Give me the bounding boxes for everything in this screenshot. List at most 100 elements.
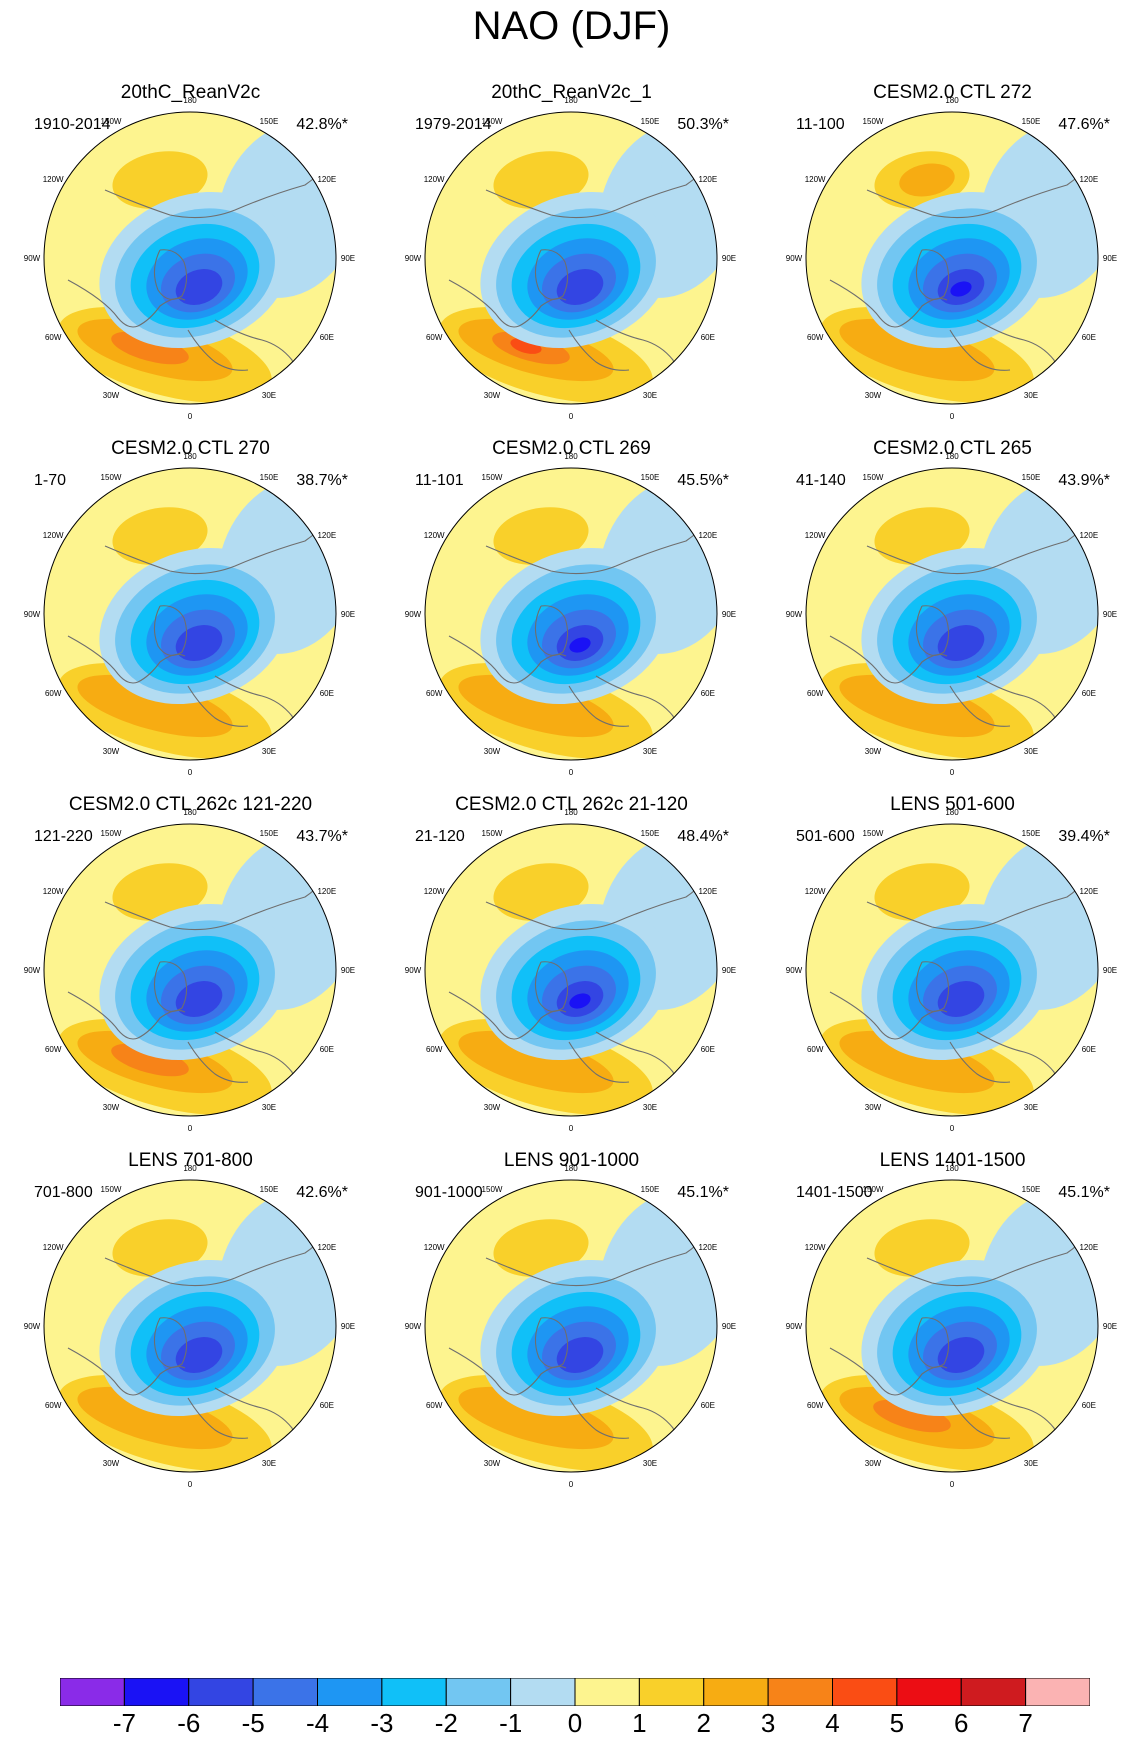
longitude-label: 60W [426, 333, 443, 342]
longitude-label: 120W [424, 175, 445, 184]
pacific-high [874, 863, 970, 921]
longitude-label: 150E [260, 829, 279, 838]
panel-period: 21-120 [415, 828, 465, 845]
longitude-label: 30E [643, 747, 657, 756]
map-border [424, 1179, 718, 1473]
panel-variance: 45.5%* [677, 472, 729, 489]
longitude-label: 30E [1024, 391, 1038, 400]
longitude-label: 120E [1079, 1243, 1098, 1252]
map-border [43, 823, 337, 1117]
longitude-label: 60E [1082, 1045, 1096, 1054]
longitude-label: 150E [1022, 117, 1041, 126]
atlantic-high-core [458, 1386, 614, 1450]
panel-title: CESM2.0 CTL 270 [111, 438, 270, 459]
longitude-label: 120E [698, 1243, 717, 1252]
map-panel: 180 150E 120E 90E 60E 30E 0 30W 60W 90W 120W 150W CE… [0, 356, 381, 776]
longitude-label: 150E [260, 1185, 279, 1194]
longitude-label: 90W [24, 610, 41, 619]
panel-period: 11-100 [796, 116, 845, 133]
longitude-label: 150W [101, 1185, 122, 1194]
map-border [43, 467, 337, 761]
longitude-label: 120W [805, 1243, 826, 1252]
longitude-label: 150W [863, 473, 884, 482]
longitude-label: 180 [945, 1164, 959, 1173]
longitude-label: 150W [101, 473, 122, 482]
polar-map: 180 150E 120E 90E 60E 30E 0 30W 60W 90W 120W 150W [24, 808, 355, 1132]
longitude-label: 90E [1103, 966, 1117, 975]
colorbar [60, 1678, 1090, 1706]
map-panel: 180 150E 120E 90E 60E 30E 0 30W 60W 90W 120W 150W CE… [762, 0, 1143, 420]
longitude-label: 60W [45, 333, 62, 342]
colorbar-swatch [1025, 1678, 1090, 1706]
longitude-label: 120E [317, 175, 336, 184]
longitude-label: 30W [865, 1103, 882, 1112]
longitude-label: 120E [1079, 887, 1098, 896]
longitude-label: 0 [569, 1124, 574, 1132]
longitude-label: 180 [945, 452, 959, 461]
longitude-label: 90E [341, 1322, 355, 1331]
longitude-label: 120W [424, 1243, 445, 1252]
longitude-label: 30E [1024, 1103, 1038, 1112]
longitude-label: 30W [484, 1459, 501, 1468]
longitude-label: 30W [484, 1103, 501, 1112]
arctic-low-peak [569, 637, 591, 653]
atlantic-high-core [458, 1030, 614, 1094]
atlantic-high-core [458, 674, 614, 738]
colorbar-tick-label: 4 [825, 1708, 840, 1738]
longitude-label: 30W [103, 1459, 120, 1468]
colorbar-swatch [896, 1678, 962, 1706]
longitude-label: 30E [262, 391, 276, 400]
map-border [805, 111, 1099, 405]
longitude-label: 120W [805, 887, 826, 896]
longitude-label: 60E [1082, 333, 1096, 342]
map-border [424, 823, 718, 1117]
pacific-high [493, 507, 589, 565]
longitude-label: 60E [701, 689, 715, 698]
longitude-label: 150E [1022, 829, 1041, 838]
longitude-label: 60E [320, 689, 334, 698]
atlantic-high-core [77, 674, 233, 738]
longitude-label: 60W [807, 333, 824, 342]
coastlines [67, 1227, 331, 1467]
longitude-label: 120E [1079, 531, 1098, 540]
longitude-label: 0 [188, 412, 193, 420]
panel-period: 501-600 [796, 828, 855, 845]
colorbar-swatch [188, 1678, 254, 1706]
longitude-label: 30W [865, 391, 882, 400]
coastlines [829, 159, 1093, 399]
longitude-label: 150W [482, 1185, 503, 1194]
map-panel: 180 150E 120E 90E 60E 30E 0 30W 60W 90W 120W 150W CE… [762, 356, 1143, 776]
colorbar-tick-label: 0 [567, 1708, 583, 1738]
pacific-high [874, 1219, 970, 1277]
longitude-label: 120W [43, 531, 64, 540]
figure-title: NAO (DJF) [472, 4, 671, 48]
panel-period: 1-70 [34, 472, 67, 489]
map-border [424, 467, 718, 761]
colorbar-swatch [381, 1678, 447, 1706]
longitude-label: 150E [641, 829, 660, 838]
pacific-high [112, 507, 208, 565]
longitude-label: 120E [317, 887, 336, 896]
longitude-label: 120W [43, 175, 64, 184]
longitude-label: 150E [1022, 1185, 1041, 1194]
colorbar-swatch [252, 1678, 318, 1706]
colorbar-swatch [445, 1678, 512, 1706]
colorbar-tick-label: -5 [241, 1708, 265, 1738]
longitude-label: 120E [317, 531, 336, 540]
panel-variance: 39.4%* [1058, 828, 1110, 845]
colorbar-tick-label: -7 [112, 1708, 136, 1738]
panel-variance: 38.7%* [296, 472, 348, 489]
polar-map: 180 150E 120E 90E 60E 30E 0 30W 60W 90W 120W 150W [786, 1164, 1117, 1488]
polar-map: 180 150E 120E 90E 60E 30E 0 30W 60W 90W 120W 150W [786, 808, 1117, 1132]
atlantic-high-core [77, 1386, 233, 1450]
longitude-label: 90E [341, 254, 355, 263]
panel-variance: 43.9%* [1058, 472, 1110, 489]
panel-variance: 48.4%* [677, 828, 729, 845]
longitude-label: 120W [424, 531, 445, 540]
longitude-label: 150W [863, 1185, 884, 1194]
colorbar-swatch [638, 1678, 705, 1706]
longitude-label: 90E [341, 966, 355, 975]
longitude-label: 180 [564, 452, 578, 461]
longitude-label: 120E [317, 1243, 336, 1252]
map-panel: 180 150E 120E 90E 60E 30E 0 30W 60W 90W 120W 150W LE… [0, 1068, 381, 1488]
